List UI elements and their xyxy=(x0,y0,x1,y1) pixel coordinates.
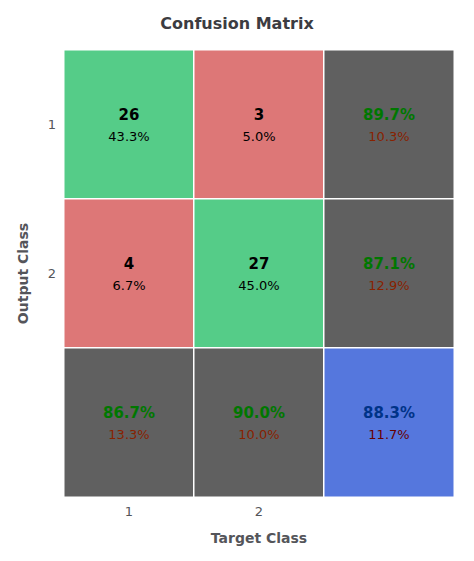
svg-text:2: 2 xyxy=(48,266,56,281)
svg-text:27: 27 xyxy=(249,255,270,273)
svg-text:89.7%: 89.7% xyxy=(363,106,415,124)
svg-text:87.1%: 87.1% xyxy=(363,255,415,273)
svg-text:88.3%: 88.3% xyxy=(363,404,415,422)
svg-text:4: 4 xyxy=(124,255,134,273)
svg-text:5.0%: 5.0% xyxy=(242,129,275,144)
svg-text:Target Class: Target Class xyxy=(211,530,307,546)
svg-text:43.3%: 43.3% xyxy=(108,129,149,144)
svg-text:13.3%: 13.3% xyxy=(108,427,149,442)
svg-text:6.7%: 6.7% xyxy=(112,278,145,293)
svg-text:11.7%: 11.7% xyxy=(368,427,409,442)
svg-text:10.0%: 10.0% xyxy=(238,427,279,442)
svg-text:26: 26 xyxy=(119,106,140,124)
svg-text:1: 1 xyxy=(48,117,56,132)
svg-text:45.0%: 45.0% xyxy=(238,278,279,293)
svg-text:86.7%: 86.7% xyxy=(103,404,155,422)
svg-text:Output Class: Output Class xyxy=(15,223,31,324)
svg-text:3: 3 xyxy=(254,106,264,124)
svg-text:2: 2 xyxy=(255,504,263,519)
svg-text:10.3%: 10.3% xyxy=(368,129,409,144)
svg-text:90.0%: 90.0% xyxy=(233,404,285,422)
svg-text:1: 1 xyxy=(125,504,133,519)
svg-text:Confusion Matrix: Confusion Matrix xyxy=(160,14,314,33)
svg-text:12.9%: 12.9% xyxy=(368,278,409,293)
